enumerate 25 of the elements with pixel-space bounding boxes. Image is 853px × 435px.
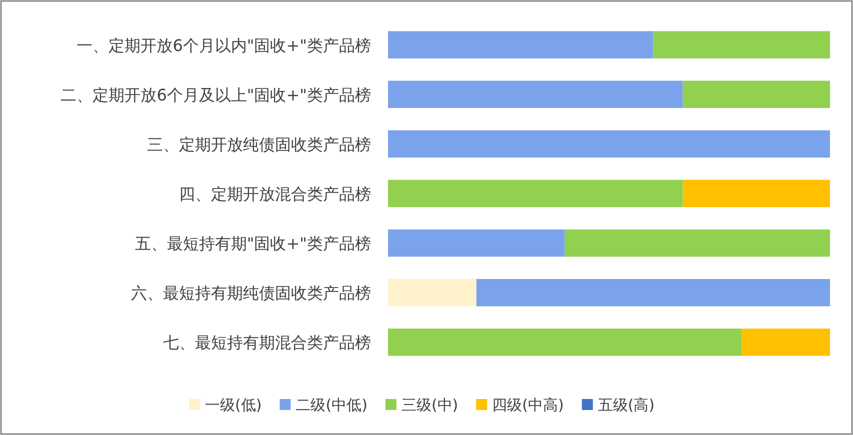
y-tick-label: 一、定期开放6个月以内"固收+"类产品榜 [76, 36, 371, 55]
bar [388, 80, 683, 108]
y-tick-label: 四、定期开放混合类产品榜 [179, 184, 371, 204]
bar [388, 328, 742, 356]
bar [476, 279, 830, 306]
legend-label: 四级(中高) [492, 396, 564, 414]
bar [742, 328, 830, 356]
legend-label: 五级(高) [598, 396, 655, 414]
bar [388, 130, 830, 158]
legend-label: 三级(中) [401, 396, 458, 414]
y-tick-label: 七、最短持有期混合类产品榜 [163, 333, 371, 352]
bar [682, 180, 830, 208]
legend-label: 二级(中低) [296, 396, 368, 414]
y-tick-label: 五、最短持有期"固收+"类产品榜 [134, 234, 371, 254]
bar [388, 180, 683, 208]
bar [653, 31, 830, 58]
bar [388, 31, 654, 58]
y-tick-label: 三、定期开放纯债固收类产品榜 [147, 134, 371, 154]
bar [388, 229, 565, 257]
bar [388, 279, 476, 306]
bar [564, 229, 830, 257]
bar [682, 80, 830, 108]
y-tick-label: 二、定期开放6个月及以上"固收+"类产品榜 [60, 85, 371, 104]
legend-label: 一级(低) [205, 396, 262, 414]
y-tick-label: 六、最短持有期纯债固收类产品榜 [131, 284, 371, 303]
